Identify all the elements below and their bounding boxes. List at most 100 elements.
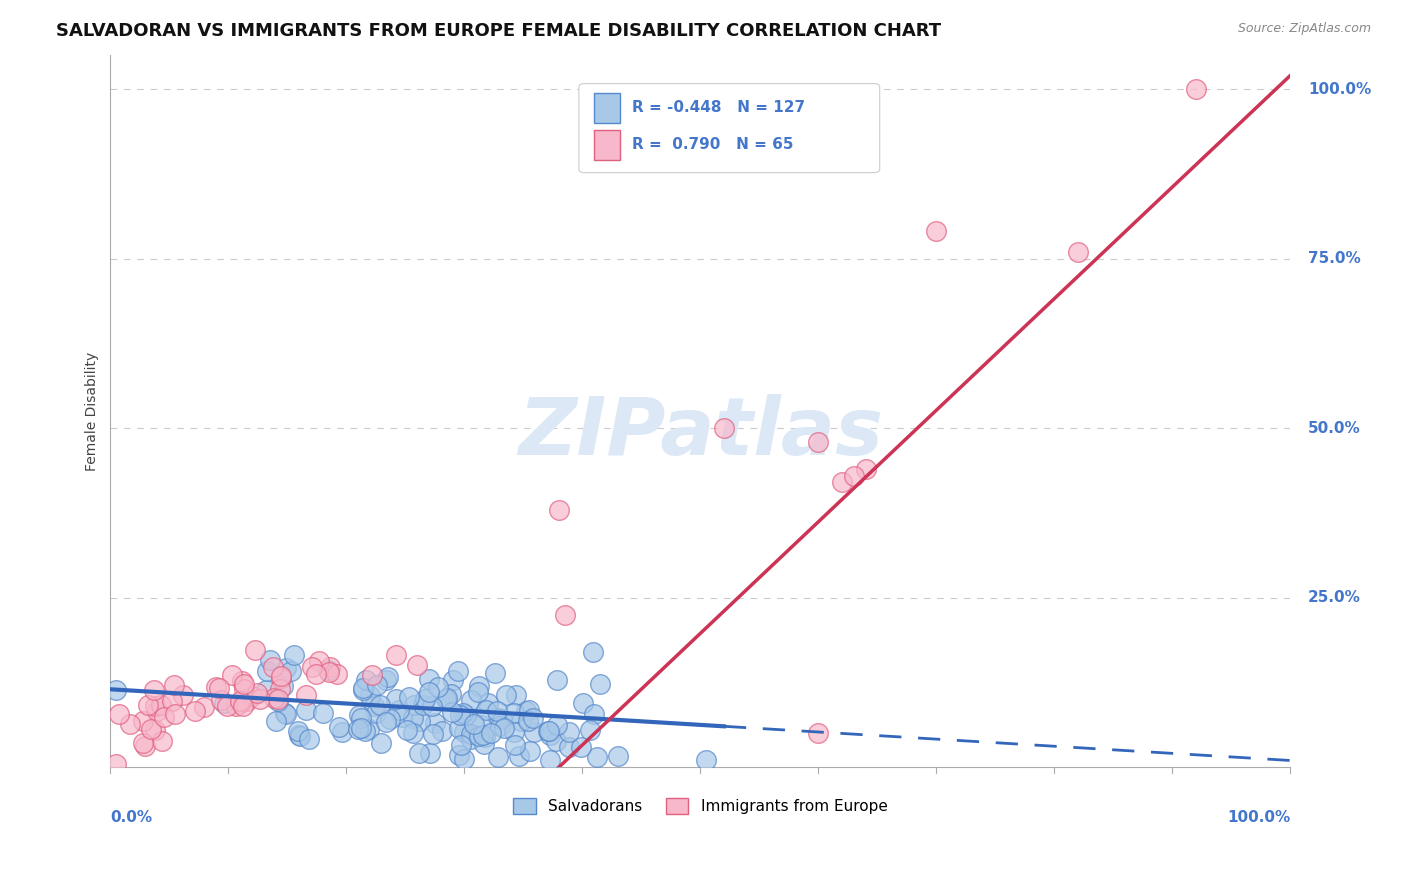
Point bbox=[406, 658, 429, 673]
Point bbox=[474, 730, 496, 744]
Point bbox=[347, 722, 370, 736]
Point bbox=[508, 749, 530, 764]
Point bbox=[271, 679, 294, 693]
Point bbox=[118, 717, 141, 731]
Point bbox=[855, 462, 877, 476]
Text: 100.0%: 100.0% bbox=[1308, 81, 1371, 96]
Point bbox=[328, 720, 350, 734]
Point bbox=[517, 714, 540, 728]
Point bbox=[368, 698, 391, 713]
Point bbox=[132, 736, 155, 750]
Point bbox=[546, 718, 568, 732]
Point bbox=[470, 718, 492, 732]
Point bbox=[546, 734, 568, 748]
Point bbox=[235, 694, 257, 708]
Point bbox=[150, 734, 173, 748]
Point bbox=[408, 747, 430, 761]
Point bbox=[404, 698, 426, 712]
Point bbox=[436, 691, 458, 706]
Point bbox=[398, 690, 420, 704]
Point bbox=[454, 707, 477, 722]
Point bbox=[585, 749, 607, 764]
Point bbox=[209, 693, 232, 707]
Point bbox=[402, 711, 425, 725]
Point bbox=[366, 678, 388, 692]
Point bbox=[607, 749, 630, 764]
Point bbox=[249, 691, 271, 706]
Point bbox=[254, 682, 277, 697]
Point bbox=[163, 707, 186, 722]
Point bbox=[423, 715, 446, 730]
Point bbox=[330, 725, 353, 739]
Point bbox=[477, 696, 499, 710]
Point bbox=[146, 704, 169, 718]
Point bbox=[274, 706, 297, 721]
Point bbox=[418, 672, 440, 686]
Point bbox=[484, 665, 506, 680]
Point bbox=[546, 673, 568, 688]
Point bbox=[288, 728, 311, 742]
Point bbox=[231, 674, 253, 689]
Point bbox=[229, 697, 252, 711]
Point bbox=[453, 724, 475, 739]
Point bbox=[486, 750, 509, 764]
Bar bbox=[595, 130, 620, 160]
Point bbox=[172, 688, 194, 702]
Point bbox=[297, 732, 319, 747]
Point bbox=[422, 727, 444, 741]
Point bbox=[232, 677, 254, 691]
Point bbox=[831, 475, 853, 490]
Point bbox=[229, 694, 252, 708]
Point bbox=[316, 663, 339, 677]
Point bbox=[505, 688, 527, 702]
Point bbox=[451, 706, 474, 720]
Point bbox=[105, 756, 128, 771]
Point bbox=[491, 712, 513, 726]
Point bbox=[583, 706, 606, 721]
Point bbox=[485, 705, 508, 719]
Point bbox=[558, 740, 581, 755]
Point bbox=[366, 706, 388, 720]
Point bbox=[283, 648, 305, 662]
Point bbox=[193, 699, 215, 714]
Point bbox=[538, 728, 561, 742]
Point bbox=[807, 726, 830, 740]
Point bbox=[537, 724, 560, 739]
Point bbox=[471, 728, 494, 742]
Point bbox=[160, 694, 183, 708]
Point bbox=[134, 739, 156, 753]
Point bbox=[262, 660, 284, 674]
Point bbox=[245, 685, 267, 699]
Point bbox=[374, 673, 396, 687]
Point bbox=[363, 698, 385, 713]
Point bbox=[472, 737, 495, 751]
Point bbox=[409, 714, 432, 729]
Text: 100.0%: 100.0% bbox=[1227, 810, 1291, 825]
Point bbox=[105, 682, 128, 697]
Point bbox=[412, 698, 434, 712]
Point bbox=[449, 707, 471, 722]
Point bbox=[453, 752, 475, 766]
Text: SALVADORAN VS IMMIGRANTS FROM EUROPE FEMALE DISABILITY CORRELATION CHART: SALVADORAN VS IMMIGRANTS FROM EUROPE FEM… bbox=[56, 22, 942, 40]
Point bbox=[240, 689, 263, 703]
Point bbox=[308, 654, 330, 668]
Point bbox=[318, 665, 340, 679]
Point bbox=[547, 502, 569, 516]
Point bbox=[479, 726, 502, 740]
Point bbox=[441, 705, 464, 719]
Point bbox=[205, 681, 228, 695]
Point bbox=[579, 723, 602, 737]
FancyBboxPatch shape bbox=[579, 84, 880, 173]
Point bbox=[375, 715, 398, 730]
Point bbox=[385, 692, 408, 706]
Point bbox=[377, 670, 399, 684]
Point bbox=[270, 669, 292, 683]
Point bbox=[263, 691, 285, 706]
Point bbox=[288, 730, 311, 744]
Point bbox=[153, 710, 176, 724]
Point bbox=[449, 721, 471, 735]
Point bbox=[350, 721, 373, 735]
Point bbox=[475, 703, 498, 717]
Point bbox=[354, 724, 377, 739]
Point bbox=[352, 683, 374, 698]
